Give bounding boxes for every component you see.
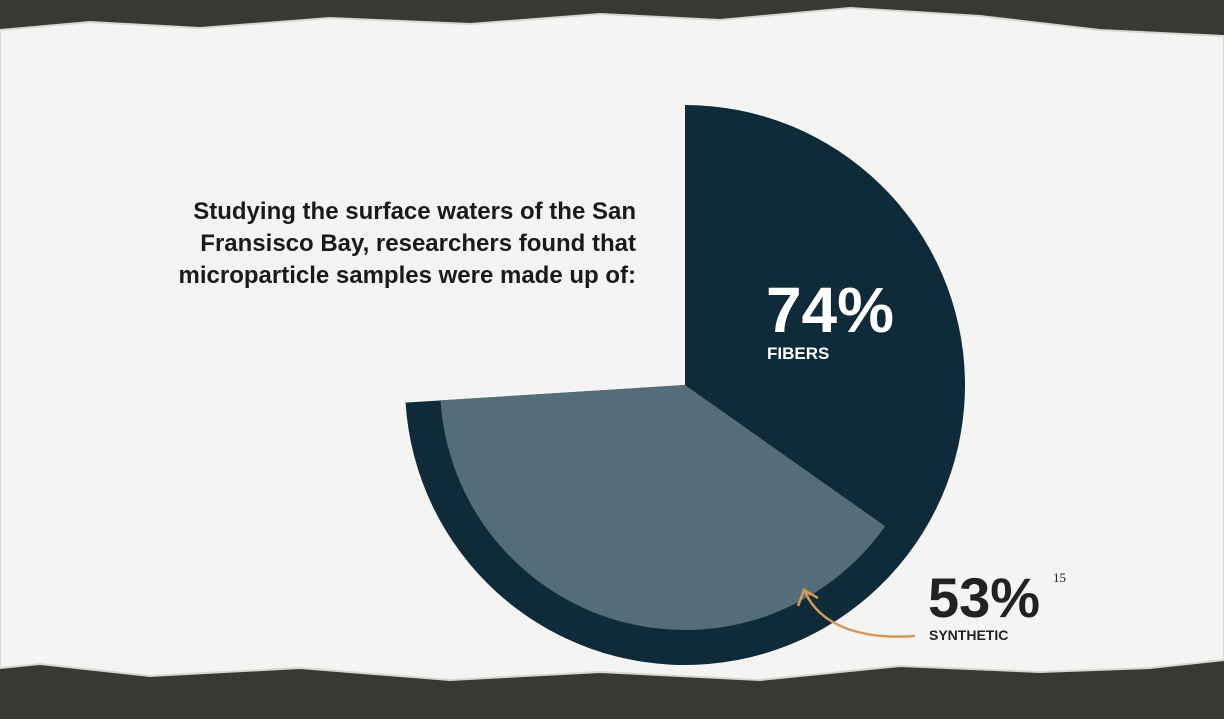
value-label: 53% (928, 566, 1040, 629)
pie-sub-slice (440, 385, 886, 630)
pie (405, 105, 966, 665)
arrow (803, 591, 916, 638)
value-label: 74% (766, 274, 894, 346)
slice-label: FIBERS (767, 344, 829, 363)
footnote: 15 (1053, 570, 1066, 585)
slice-label: SYNTHETIC (929, 627, 1008, 643)
arrow-head (796, 588, 819, 607)
chart-title: Studying the surface waters of the San F… (178, 198, 637, 289)
